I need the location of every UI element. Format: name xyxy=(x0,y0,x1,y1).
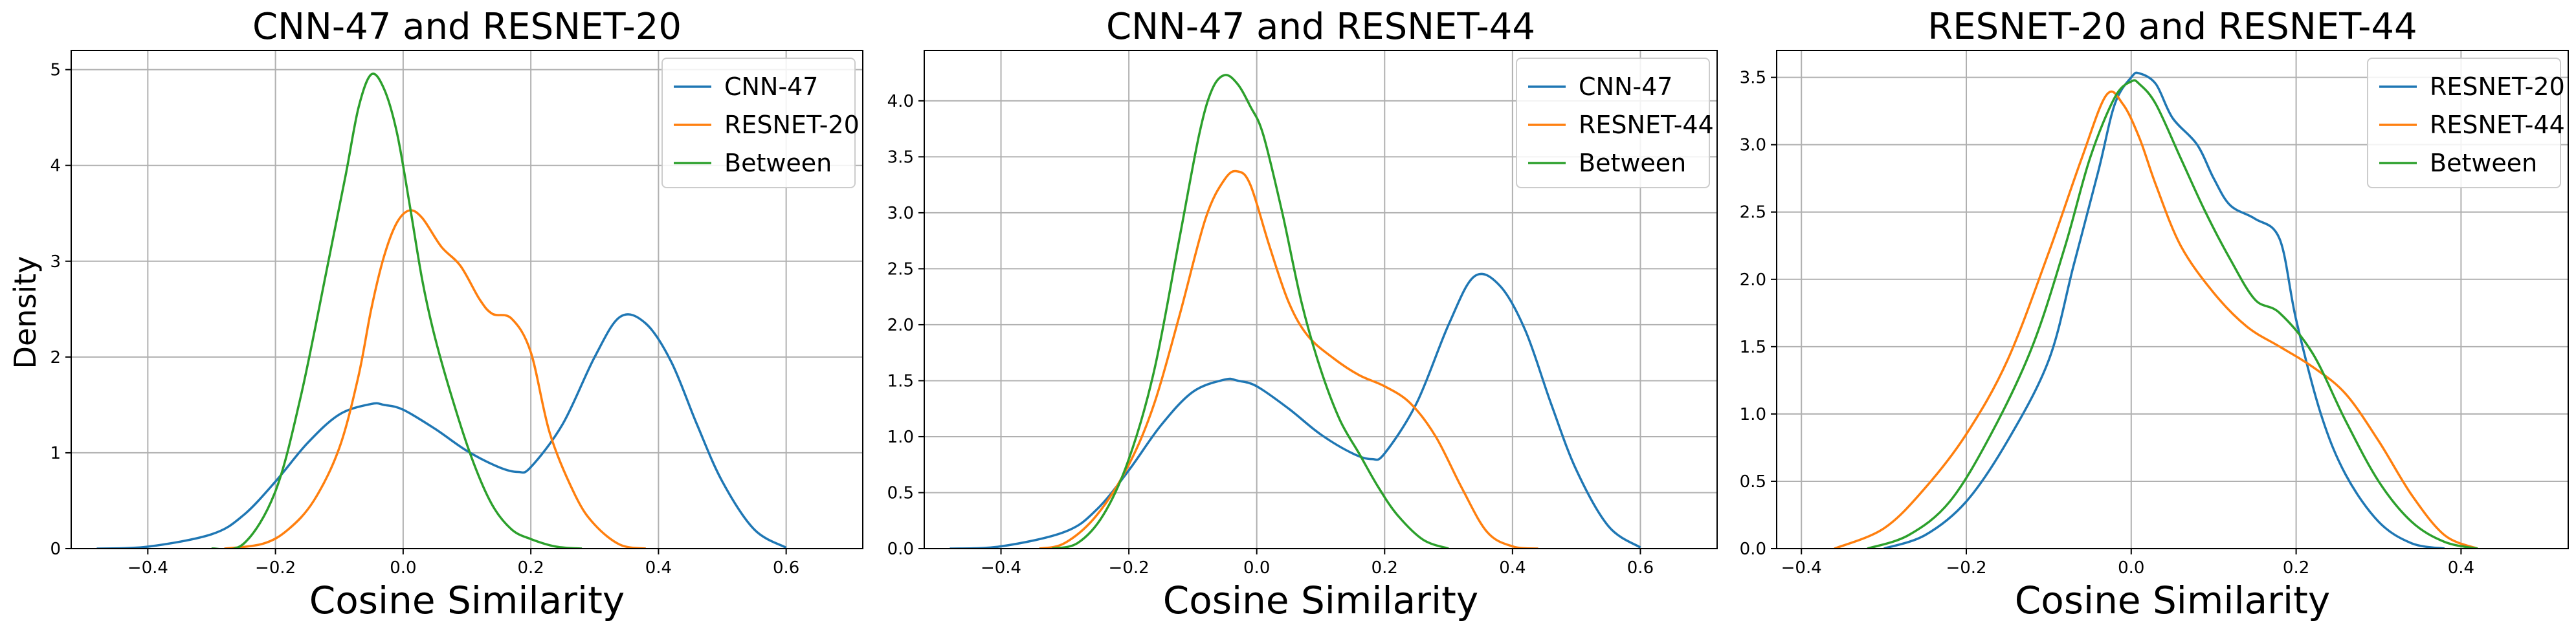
legend-entry: Between xyxy=(1579,149,1686,177)
series-line-between xyxy=(1052,74,1449,549)
series-line-cnn-47 xyxy=(949,272,1641,549)
x-tick-label: 0.4 xyxy=(1499,558,1526,578)
series-line-cnn-47 xyxy=(96,313,787,549)
y-tick-label: 0.0 xyxy=(887,540,914,559)
legend: CNN-47 RESNET-44 Between xyxy=(1516,58,1714,188)
y-tick-label: 2.5 xyxy=(887,259,914,279)
x-tick-label: −0.4 xyxy=(981,558,1021,578)
x-tick-label: 0.2 xyxy=(1371,558,1398,578)
chart-title: CNN-47 and RESNET-44 xyxy=(1106,6,1535,48)
series-line-resnet-20 xyxy=(1883,71,2445,549)
legend-entry: RESNET-44 xyxy=(1579,111,1714,139)
y-tick-label: 3.0 xyxy=(1740,136,1766,155)
y-tick-label: 0.0 xyxy=(1740,540,1766,559)
x-tick-label: 0.2 xyxy=(2283,558,2309,578)
x-tick-label: −0.4 xyxy=(1781,558,1822,578)
plot-frame xyxy=(924,50,1718,549)
legend-entry: CNN-47 xyxy=(724,72,818,101)
x-tick-label: 0.4 xyxy=(2448,558,2474,578)
x-tick-label: 0.2 xyxy=(517,558,544,578)
x-tick-label: −0.2 xyxy=(1946,558,1986,578)
chart-title: CNN-47 and RESNET-20 xyxy=(252,6,682,48)
series-line-resnet-44 xyxy=(1834,90,2478,549)
y-tick-label: 5 xyxy=(50,61,61,80)
x-tick-label: −0.4 xyxy=(128,558,168,578)
panel-cnn47-vs-resnet20: −0.4 −0.2 0.0 0.2 0.4 0.6 0 1 2 3 4 5 CNN-47 and RES… xyxy=(50,6,863,622)
y-tick-label: 1.0 xyxy=(1740,405,1766,424)
x-tick-label: −0.2 xyxy=(1109,558,1149,578)
y-tick-label: 2.0 xyxy=(887,316,914,335)
legend-box xyxy=(2367,58,2561,188)
series-group xyxy=(1834,71,2478,549)
plot-frame xyxy=(71,50,863,549)
y-tick-label: 1.0 xyxy=(887,428,914,447)
x-tick-label: 0.4 xyxy=(645,558,672,578)
x-tick-label: 0.0 xyxy=(390,558,416,578)
panel-resnet20-vs-resnet44: −0.4 −0.2 0.0 0.2 0.4 0.0 0.5 1.0 1.5 2.0 2.5 3.0 3.… xyxy=(1740,6,2569,622)
legend-entry: RESNET-44 xyxy=(2430,111,2565,139)
series-line-resnet-20 xyxy=(224,209,646,549)
density-axis-label: Density xyxy=(8,256,43,369)
legend: CNN-47 RESNET-20 Between xyxy=(661,58,860,188)
panel-cnn47-vs-resnet44: −0.4 −0.2 0.0 0.2 0.4 0.6 0.0 0.5 1.0 1.5 2.0 2.5 3.… xyxy=(887,6,1718,622)
y-tick-label: 0 xyxy=(50,540,61,559)
x-axis-label: Cosine Similarity xyxy=(2015,578,2330,622)
x-tick-label: 0.0 xyxy=(2118,558,2144,578)
series-line-between xyxy=(211,72,583,549)
legend-entry: Between xyxy=(724,149,832,177)
y-tick-label: 2 xyxy=(50,348,61,367)
y-tick-label: 3.5 xyxy=(887,148,914,167)
x-axis-label: Cosine Similarity xyxy=(309,578,625,622)
y-tick-label: 4 xyxy=(50,157,61,176)
y-tick-label: 1.5 xyxy=(1740,338,1766,357)
y-tick-label: 4.0 xyxy=(887,92,914,111)
x-tick-label: 0.6 xyxy=(773,558,799,578)
y-tick-label: 2.0 xyxy=(1740,270,1766,290)
y-tick-label: 3.5 xyxy=(1740,69,1766,88)
y-tick-label: 3 xyxy=(50,252,61,272)
y-tick-label: 0.5 xyxy=(1740,472,1766,492)
legend: RESNET-20 RESNET-44 Between xyxy=(2367,58,2565,188)
legend-entry: RESNET-20 xyxy=(724,111,860,139)
y-tick-label: 1.5 xyxy=(887,371,914,391)
legend-box xyxy=(1516,58,1710,188)
y-tick-label: 3.0 xyxy=(887,204,914,223)
x-tick-label: 0.0 xyxy=(1243,558,1270,578)
x-axis-label: Cosine Similarity xyxy=(1163,578,1478,622)
series-line-between xyxy=(1867,79,2478,549)
chart-title: RESNET-20 and RESNET-44 xyxy=(1927,6,2417,48)
series-line-resnet-44 xyxy=(1039,169,1538,549)
x-tick-label: −0.2 xyxy=(255,558,296,578)
x-tick-label: 0.6 xyxy=(1627,558,1654,578)
plot-frame xyxy=(1776,50,2569,549)
legend-entry: RESNET-20 xyxy=(2430,72,2565,101)
series-group xyxy=(949,74,1641,549)
y-tick-label: 2.5 xyxy=(1740,203,1766,223)
legend-box xyxy=(661,58,856,188)
y-tick-label: 0.5 xyxy=(887,483,914,503)
y-tick-label: 1 xyxy=(50,444,61,463)
legend-entry: Between xyxy=(2430,149,2537,177)
legend-entry: CNN-47 xyxy=(1579,72,1672,101)
series-group xyxy=(96,72,787,549)
